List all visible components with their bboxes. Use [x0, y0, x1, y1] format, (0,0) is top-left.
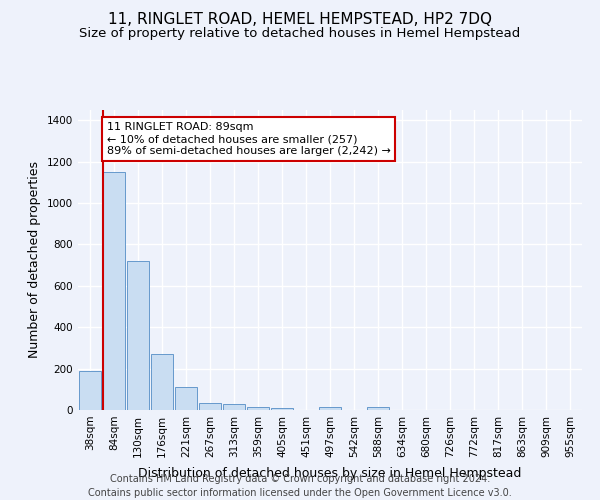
Text: Distribution of detached houses by size in Hemel Hempstead: Distribution of detached houses by size … [139, 467, 521, 480]
Bar [199, 403, 221, 410]
Bar [79, 370, 101, 410]
Bar [319, 407, 341, 410]
Text: 11 RINGLET ROAD: 89sqm
← 10% of detached houses are smaller (257)
89% of semi-de: 11 RINGLET ROAD: 89sqm ← 10% of detached… [107, 122, 391, 156]
Bar [247, 407, 269, 410]
Bar [175, 387, 197, 410]
Bar [271, 408, 293, 410]
Bar [223, 404, 245, 410]
Y-axis label: Number of detached properties: Number of detached properties [28, 162, 41, 358]
Text: Size of property relative to detached houses in Hemel Hempstead: Size of property relative to detached ho… [79, 28, 521, 40]
Text: Contains HM Land Registry data © Crown copyright and database right 2024.
Contai: Contains HM Land Registry data © Crown c… [88, 474, 512, 498]
Bar [151, 354, 173, 410]
Bar [127, 261, 149, 410]
Bar [367, 407, 389, 410]
Bar [103, 172, 125, 410]
Text: 11, RINGLET ROAD, HEMEL HEMPSTEAD, HP2 7DQ: 11, RINGLET ROAD, HEMEL HEMPSTEAD, HP2 7… [108, 12, 492, 28]
